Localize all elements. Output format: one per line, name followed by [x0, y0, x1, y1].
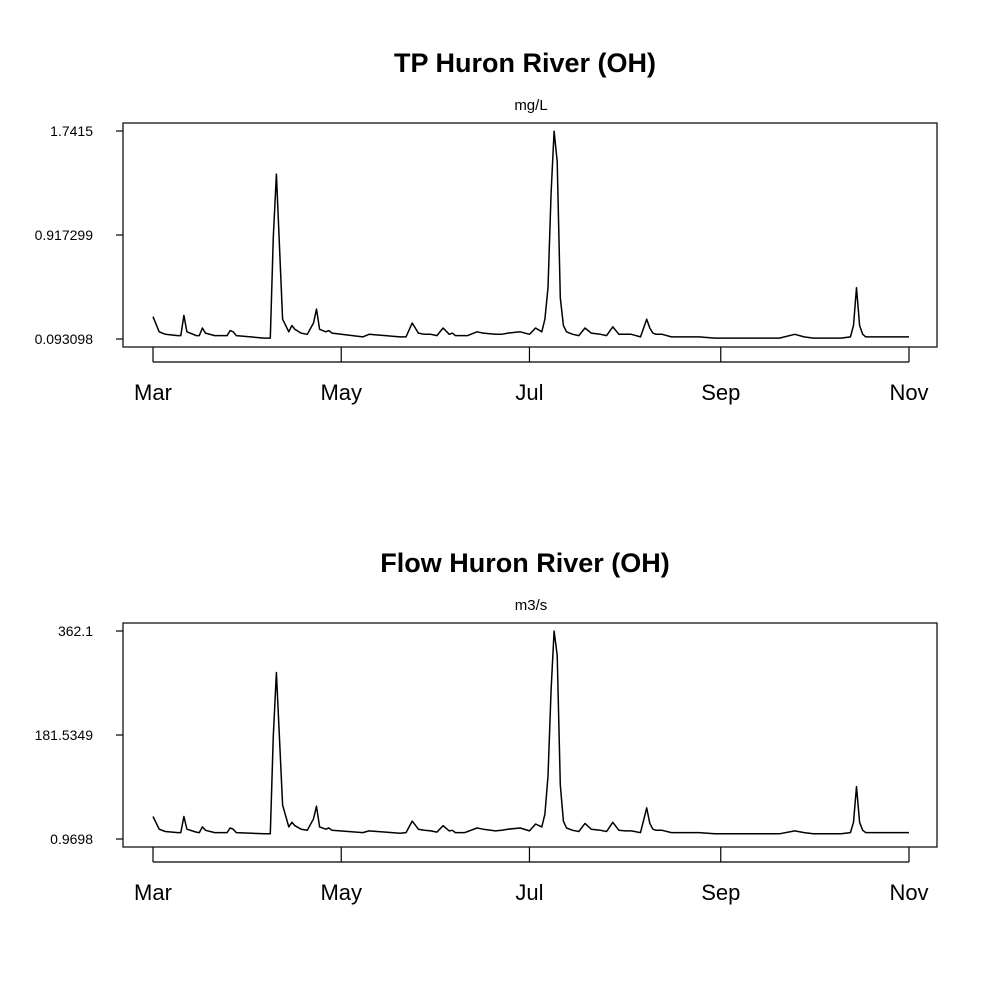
x-tick-label: Mar [134, 880, 172, 905]
y-tick-label: 181.5349 [35, 727, 94, 743]
plot-frame [122, 622, 938, 848]
y-tick-label: 0.093098 [35, 331, 94, 347]
y-tick-label: 1.7415 [50, 123, 93, 139]
series-line [152, 130, 909, 339]
x-tick-label: Jul [515, 380, 543, 405]
x-tick-label: Sep [701, 880, 740, 905]
y-tick-label: 0.917299 [35, 227, 94, 243]
x-tick-label: May [320, 880, 362, 905]
x-tick-label: Nov [889, 380, 928, 405]
panel-1: TP Huron River (OH) mg/L 0.093098 0.917299 1… [35, 48, 938, 405]
plot-frame [122, 122, 938, 348]
chart-subtitle: m3/s [515, 597, 548, 614]
y-tick-label: 362.1 [58, 623, 93, 639]
x-tick-label: Mar [134, 380, 172, 405]
x-tick-label: Jul [515, 880, 543, 905]
chart-subtitle: mg/L [514, 97, 547, 114]
x-tick-label: Nov [889, 880, 928, 905]
x-tick-label: Sep [701, 380, 740, 405]
series-line [152, 630, 909, 835]
panel-2: Flow Huron River (OH) m3/s 0.9698 181.5349 3… [35, 548, 938, 905]
chart-title: TP Huron River (OH) [394, 48, 656, 78]
chart-title: Flow Huron River (OH) [380, 548, 670, 578]
y-tick-label: 0.9698 [50, 831, 93, 847]
x-tick-label: May [320, 380, 362, 405]
